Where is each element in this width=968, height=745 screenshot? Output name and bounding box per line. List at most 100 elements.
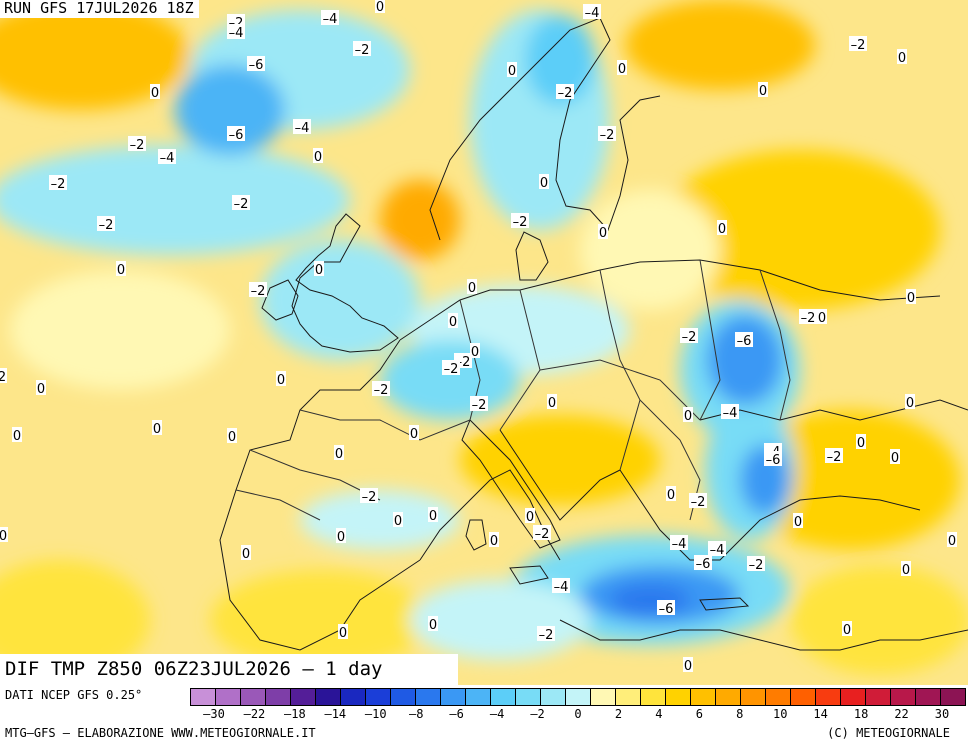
svg-text:–6: –6	[696, 557, 711, 572]
contour-label: –4	[158, 149, 176, 166]
legend-tick-label: –14	[324, 707, 347, 721]
legend-swatch	[241, 689, 266, 705]
contour-label: –6	[694, 555, 712, 572]
legend-tick-label: –8	[408, 707, 424, 721]
svg-text:–4: –4	[554, 580, 569, 595]
svg-text:0: 0	[394, 514, 402, 529]
svg-text:0: 0	[684, 409, 692, 424]
legend-swatch	[716, 689, 741, 705]
svg-text:0: 0	[410, 427, 418, 442]
legend-swatch	[341, 689, 366, 705]
contour-label: 0	[336, 528, 346, 545]
contour-label: –6	[227, 126, 245, 143]
contour-label: –2	[537, 626, 555, 643]
svg-text:0: 0	[277, 373, 285, 388]
contour-label: 0	[683, 407, 693, 424]
svg-text:–2: –2	[444, 362, 459, 377]
contour-label: 0	[507, 62, 517, 79]
contour-label: 0	[375, 0, 385, 15]
contour-label: 0	[0, 527, 8, 544]
svg-text:–2: –2	[801, 311, 816, 326]
contour-label: –4	[583, 4, 601, 21]
contour-label: –4	[552, 578, 570, 595]
credit-right: (C) METEOGIORNALE	[827, 726, 950, 740]
map-title: DIF TMP Z850 06Z23JUL2026 – 1 day	[0, 654, 458, 685]
contour-labels: –2–4–40 –4–2–60–6 –4–2–4 0–2–2–20 0–20 0–2 0–2…	[0, 0, 957, 674]
contour-label: 0	[947, 532, 957, 549]
svg-text:–6: –6	[737, 334, 752, 349]
contour-label: 0	[12, 427, 22, 444]
legend-tick-label: 8	[736, 707, 744, 721]
legend-swatch	[816, 689, 841, 705]
contour-label: 0	[617, 60, 627, 77]
contour-label: 0	[150, 84, 160, 101]
svg-text:0: 0	[315, 263, 323, 278]
contour-label: –2	[49, 175, 67, 192]
svg-text:0: 0	[857, 436, 865, 451]
svg-text:0: 0	[843, 623, 851, 638]
svg-text:0: 0	[13, 429, 21, 444]
legend-tick-label: –4	[489, 707, 505, 721]
legend-swatch	[291, 689, 316, 705]
contour-label: 0	[428, 616, 438, 633]
svg-text:0: 0	[759, 84, 767, 99]
contour-label: –2	[372, 381, 390, 398]
svg-text:–2: –2	[51, 177, 66, 192]
legend-swatch	[616, 689, 641, 705]
data-source-label: DATI NCEP GFS 0.25°	[5, 688, 143, 702]
contour-label: –2	[470, 396, 488, 413]
contour-label: 2	[0, 368, 7, 385]
contour-label: –2	[849, 36, 867, 53]
svg-text:–4: –4	[672, 537, 687, 552]
svg-text:–2: –2	[130, 138, 145, 153]
contour-label: 0	[547, 394, 557, 411]
svg-text:–4: –4	[723, 406, 738, 421]
legend-swatch	[391, 689, 416, 705]
contour-label: 0	[152, 420, 162, 437]
legend-swatch	[866, 689, 891, 705]
legend-swatch	[316, 689, 341, 705]
contour-label: 0	[890, 449, 900, 466]
svg-text:–2: –2	[355, 43, 370, 58]
contour-label: 0	[817, 309, 827, 326]
contour-label: 0	[525, 508, 535, 525]
svg-text:0: 0	[376, 0, 384, 15]
svg-text:–2: –2	[374, 383, 389, 398]
svg-text:0: 0	[471, 345, 479, 360]
legend-tick-label: 22	[894, 707, 909, 721]
contour-label: –2	[556, 84, 574, 101]
legend-tick-label: 30	[934, 707, 950, 721]
svg-text:0: 0	[508, 64, 516, 79]
legend-swatch	[841, 689, 866, 705]
contour-label: 0	[448, 313, 458, 330]
legend-ticks: –30 –22 –18 –14 –10 –8 –6 –4 –2 0 2 4 6 8 10 14 18 22 30	[190, 707, 966, 723]
svg-text:–2: –2	[539, 628, 554, 643]
contour-label: 0	[905, 394, 915, 411]
svg-text:0: 0	[948, 534, 956, 549]
legend-swatch	[641, 689, 666, 705]
svg-text:2: 2	[0, 370, 6, 385]
legend-tick-label: 0	[574, 707, 582, 721]
svg-text:0: 0	[151, 86, 159, 101]
contour-label: 0	[489, 532, 499, 549]
contour-label: 0	[467, 279, 477, 296]
legend-swatch	[441, 689, 466, 705]
coastlines	[219, 17, 968, 651]
svg-text:0: 0	[898, 51, 906, 66]
contour-label: –2	[232, 195, 250, 212]
contour-label: –4	[670, 535, 688, 552]
contour-label: –2	[353, 41, 371, 58]
svg-text:0: 0	[618, 62, 626, 77]
svg-text:0: 0	[429, 509, 437, 524]
legend-swatch	[791, 689, 816, 705]
contour-label: 0	[683, 657, 693, 674]
contour-label: –2	[598, 126, 616, 143]
contour-label: –2	[689, 493, 707, 510]
svg-text:–2: –2	[851, 38, 866, 53]
contour-label: –4	[708, 541, 726, 558]
contour-label: –6	[247, 56, 265, 73]
contour-label: –2	[442, 360, 460, 377]
svg-text:–2: –2	[513, 215, 528, 230]
svg-text:–2: –2	[251, 284, 266, 299]
contour-label: 0	[116, 261, 126, 278]
